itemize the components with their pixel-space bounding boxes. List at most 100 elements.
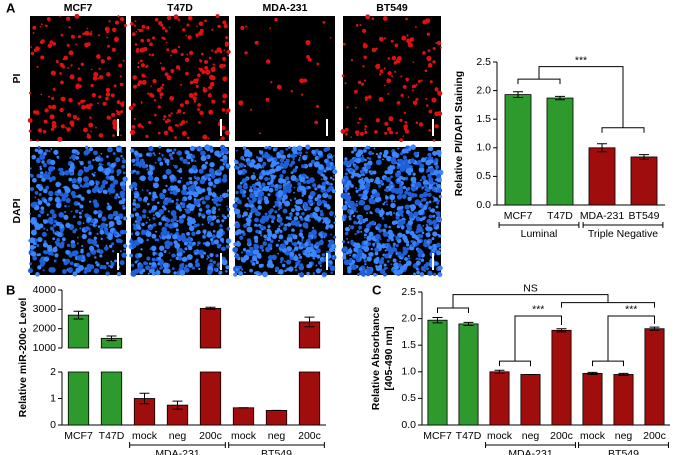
cell	[411, 89, 414, 92]
cell	[152, 151, 156, 155]
cell	[301, 191, 303, 193]
cell	[297, 259, 301, 264]
cell	[110, 162, 116, 168]
cell	[218, 228, 224, 233]
cell	[84, 213, 90, 218]
cell	[437, 217, 441, 221]
cell	[77, 220, 82, 226]
cell	[212, 208, 216, 212]
cell	[390, 39, 394, 43]
cell	[94, 171, 96, 174]
sig-label: NS	[523, 282, 538, 294]
cell	[363, 149, 367, 153]
cell	[36, 139, 39, 142]
cell	[321, 199, 326, 204]
cell	[146, 168, 149, 171]
cell	[42, 129, 47, 134]
cell	[243, 158, 246, 161]
cell	[378, 36, 384, 42]
cell	[210, 210, 213, 212]
cell	[432, 243, 437, 248]
cell	[123, 216, 128, 221]
cell	[138, 153, 143, 158]
cell	[81, 209, 84, 212]
cell	[202, 87, 206, 91]
cell	[375, 265, 378, 268]
cell	[93, 268, 100, 274]
cell	[322, 20, 326, 24]
image-column-label: MCF7	[64, 2, 93, 14]
cell	[116, 111, 121, 116]
cell	[307, 186, 311, 190]
cell	[141, 163, 147, 169]
cell	[32, 177, 37, 183]
cell	[211, 49, 214, 52]
cell	[400, 205, 404, 209]
cell	[122, 204, 125, 208]
cell	[423, 239, 428, 243]
cell	[39, 40, 44, 45]
cell	[108, 226, 111, 229]
cell	[120, 150, 123, 154]
cell	[90, 218, 95, 224]
cell	[83, 176, 90, 183]
cell	[435, 42, 438, 45]
cell	[436, 173, 442, 179]
cell	[278, 239, 280, 242]
cell	[323, 217, 329, 223]
cell	[219, 139, 222, 141]
cell	[382, 153, 388, 158]
cell	[422, 51, 426, 55]
cell	[65, 197, 71, 203]
cell	[409, 165, 413, 169]
cell	[349, 254, 351, 257]
cell	[329, 212, 333, 217]
cell	[222, 146, 225, 149]
cell	[133, 84, 137, 89]
cell	[328, 239, 331, 243]
cell	[114, 20, 119, 25]
cell	[105, 92, 111, 97]
cell	[50, 70, 56, 76]
cell	[257, 272, 261, 276]
cell	[164, 243, 171, 250]
cell	[200, 150, 206, 157]
cell	[171, 49, 175, 53]
cell	[89, 250, 92, 253]
cell	[55, 202, 62, 209]
cell	[140, 38, 145, 43]
cell	[316, 241, 321, 247]
cell	[282, 183, 286, 187]
cell	[299, 154, 302, 157]
cell	[434, 87, 439, 92]
cell	[288, 266, 294, 272]
cell	[312, 183, 317, 188]
cell	[51, 104, 57, 110]
cell	[409, 37, 415, 42]
cell	[293, 186, 296, 189]
cell	[387, 57, 391, 60]
group-label: MDA-231	[155, 448, 200, 455]
cell	[151, 205, 158, 211]
cell	[226, 205, 229, 208]
cell	[93, 210, 98, 215]
cell	[406, 151, 409, 154]
cell	[52, 223, 57, 228]
cell	[276, 161, 280, 165]
cell	[179, 156, 184, 161]
cell	[75, 195, 79, 198]
cell	[364, 125, 368, 128]
cell	[41, 177, 46, 182]
group-bracket	[578, 442, 669, 448]
cell	[281, 197, 286, 202]
cell	[49, 179, 53, 183]
cell	[135, 49, 140, 53]
cell	[162, 262, 169, 269]
cell	[166, 15, 172, 21]
cell	[97, 213, 103, 218]
cell	[234, 165, 239, 170]
cell	[112, 152, 116, 155]
cell	[384, 121, 389, 126]
cell	[287, 234, 292, 238]
cell	[282, 162, 289, 169]
